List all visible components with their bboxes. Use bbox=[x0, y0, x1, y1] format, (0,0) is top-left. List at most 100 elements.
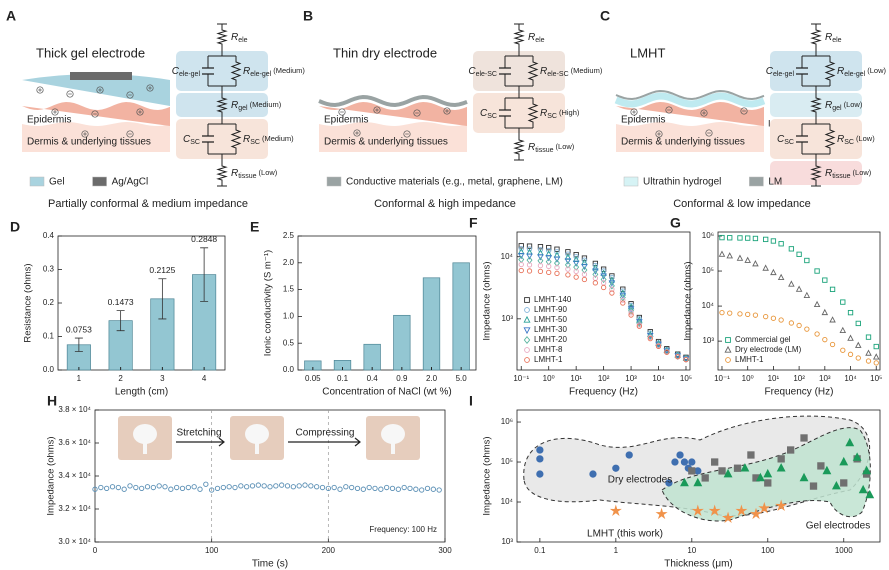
subscript: ele-gel bbox=[250, 71, 271, 78]
resistor bbox=[513, 24, 525, 50]
resistor bbox=[810, 92, 822, 118]
capacitor bbox=[796, 135, 808, 143]
legend-marker bbox=[725, 337, 731, 343]
data-point bbox=[150, 484, 156, 491]
legend-label: Gel bbox=[49, 177, 65, 188]
x-tick-label: 0.9 bbox=[396, 374, 408, 383]
data-point bbox=[691, 504, 704, 517]
data-point bbox=[290, 484, 296, 490]
y-tick-label: 10⁵ bbox=[702, 266, 714, 275]
legend-label: LM bbox=[768, 177, 782, 188]
data-point bbox=[718, 467, 726, 475]
arrow bbox=[176, 437, 225, 447]
data-point bbox=[407, 485, 413, 492]
data-point bbox=[537, 254, 544, 261]
data-point bbox=[688, 467, 696, 475]
data-point bbox=[609, 275, 615, 281]
data-point bbox=[372, 485, 378, 492]
wire bbox=[207, 50, 236, 92]
data-point bbox=[829, 341, 836, 348]
data-point bbox=[655, 343, 662, 350]
subscript: ele bbox=[238, 37, 247, 44]
x-axis-label: Frequency (Hz) bbox=[569, 387, 638, 398]
data-point bbox=[628, 301, 634, 307]
data-point bbox=[719, 309, 725, 316]
legend-label: LMHT-90 bbox=[534, 305, 567, 314]
resistor bbox=[527, 98, 539, 128]
data-point bbox=[296, 483, 302, 489]
data-point bbox=[628, 312, 634, 318]
circuit-label: Rgel (Medium) bbox=[231, 100, 282, 112]
ion-icon bbox=[655, 130, 663, 138]
data-point bbox=[795, 285, 803, 292]
dermis-layer bbox=[22, 122, 170, 152]
y-tick-label: 10⁴ bbox=[501, 252, 514, 261]
data-point bbox=[98, 484, 104, 491]
data-point bbox=[814, 268, 820, 274]
data-point bbox=[745, 311, 751, 318]
data-point bbox=[609, 504, 622, 517]
subscript: gel bbox=[832, 105, 842, 112]
data-point bbox=[814, 331, 820, 337]
data-point bbox=[612, 464, 620, 472]
data-point bbox=[625, 451, 633, 459]
subscript: SC bbox=[487, 113, 497, 120]
data-point bbox=[778, 317, 784, 323]
x-tick-label: 0.1 bbox=[534, 546, 546, 555]
y-tick-label: 0.1 bbox=[43, 332, 55, 341]
legend-marker bbox=[523, 336, 531, 344]
panel-caption: Conformal & high impedance bbox=[374, 198, 516, 210]
data-point bbox=[592, 280, 599, 286]
y-tick-label: 3.4 × 10⁴ bbox=[58, 471, 91, 480]
circuit-label: RSC (Medium) bbox=[243, 134, 294, 146]
data-point bbox=[770, 238, 777, 244]
circuit-label: Rtissue (Low) bbox=[231, 168, 278, 180]
data-point bbox=[115, 484, 121, 491]
legend-swatch bbox=[92, 176, 107, 187]
symbol: R bbox=[540, 108, 547, 119]
data-point bbox=[536, 446, 544, 454]
panel-letter: G bbox=[670, 215, 681, 231]
data-point bbox=[565, 266, 571, 272]
subscript: ele bbox=[535, 37, 544, 44]
data-point bbox=[581, 276, 588, 283]
symbol: R bbox=[837, 66, 844, 77]
data-point bbox=[401, 484, 407, 491]
x-axis-label: Length (cm) bbox=[115, 387, 168, 398]
panel-letter: H bbox=[47, 393, 57, 409]
y-tick-label: 10⁴ bbox=[702, 301, 715, 310]
subscript: tissue bbox=[238, 173, 256, 180]
data-point bbox=[220, 484, 226, 491]
legend-label: LMHT-1 bbox=[735, 355, 764, 364]
data-point bbox=[581, 271, 588, 278]
x-axis-label: Concentration of NaCl (wt %) bbox=[322, 387, 452, 398]
legend-marker bbox=[724, 345, 732, 353]
x-tick-label: 10⁵ bbox=[680, 374, 692, 383]
layer-label: Dermis & underlying tissues bbox=[324, 137, 448, 148]
data-point bbox=[770, 315, 777, 321]
data-point bbox=[776, 463, 786, 472]
x-axis-label: Frequency (Hz) bbox=[765, 387, 834, 398]
subscript: ele-gel bbox=[844, 71, 865, 78]
note: (Low) bbox=[259, 168, 278, 177]
data-point bbox=[872, 353, 880, 360]
data-point bbox=[763, 468, 773, 478]
wire bbox=[207, 118, 236, 160]
data-point bbox=[788, 280, 795, 287]
y-tick-label: 3.6 × 10⁴ bbox=[58, 438, 91, 447]
data-point bbox=[723, 468, 733, 478]
data-point bbox=[839, 326, 847, 334]
data-point bbox=[179, 485, 186, 492]
subscript: tissue bbox=[535, 147, 553, 154]
ion-icon bbox=[81, 130, 89, 138]
data-point bbox=[331, 484, 337, 491]
data-point bbox=[546, 269, 552, 276]
data-point bbox=[620, 286, 626, 292]
data-point bbox=[788, 246, 795, 252]
data-point bbox=[565, 251, 571, 257]
panel-letter: F bbox=[469, 215, 478, 231]
symbol: R bbox=[231, 32, 238, 43]
ion-icon bbox=[338, 108, 346, 116]
data-point bbox=[156, 483, 162, 489]
